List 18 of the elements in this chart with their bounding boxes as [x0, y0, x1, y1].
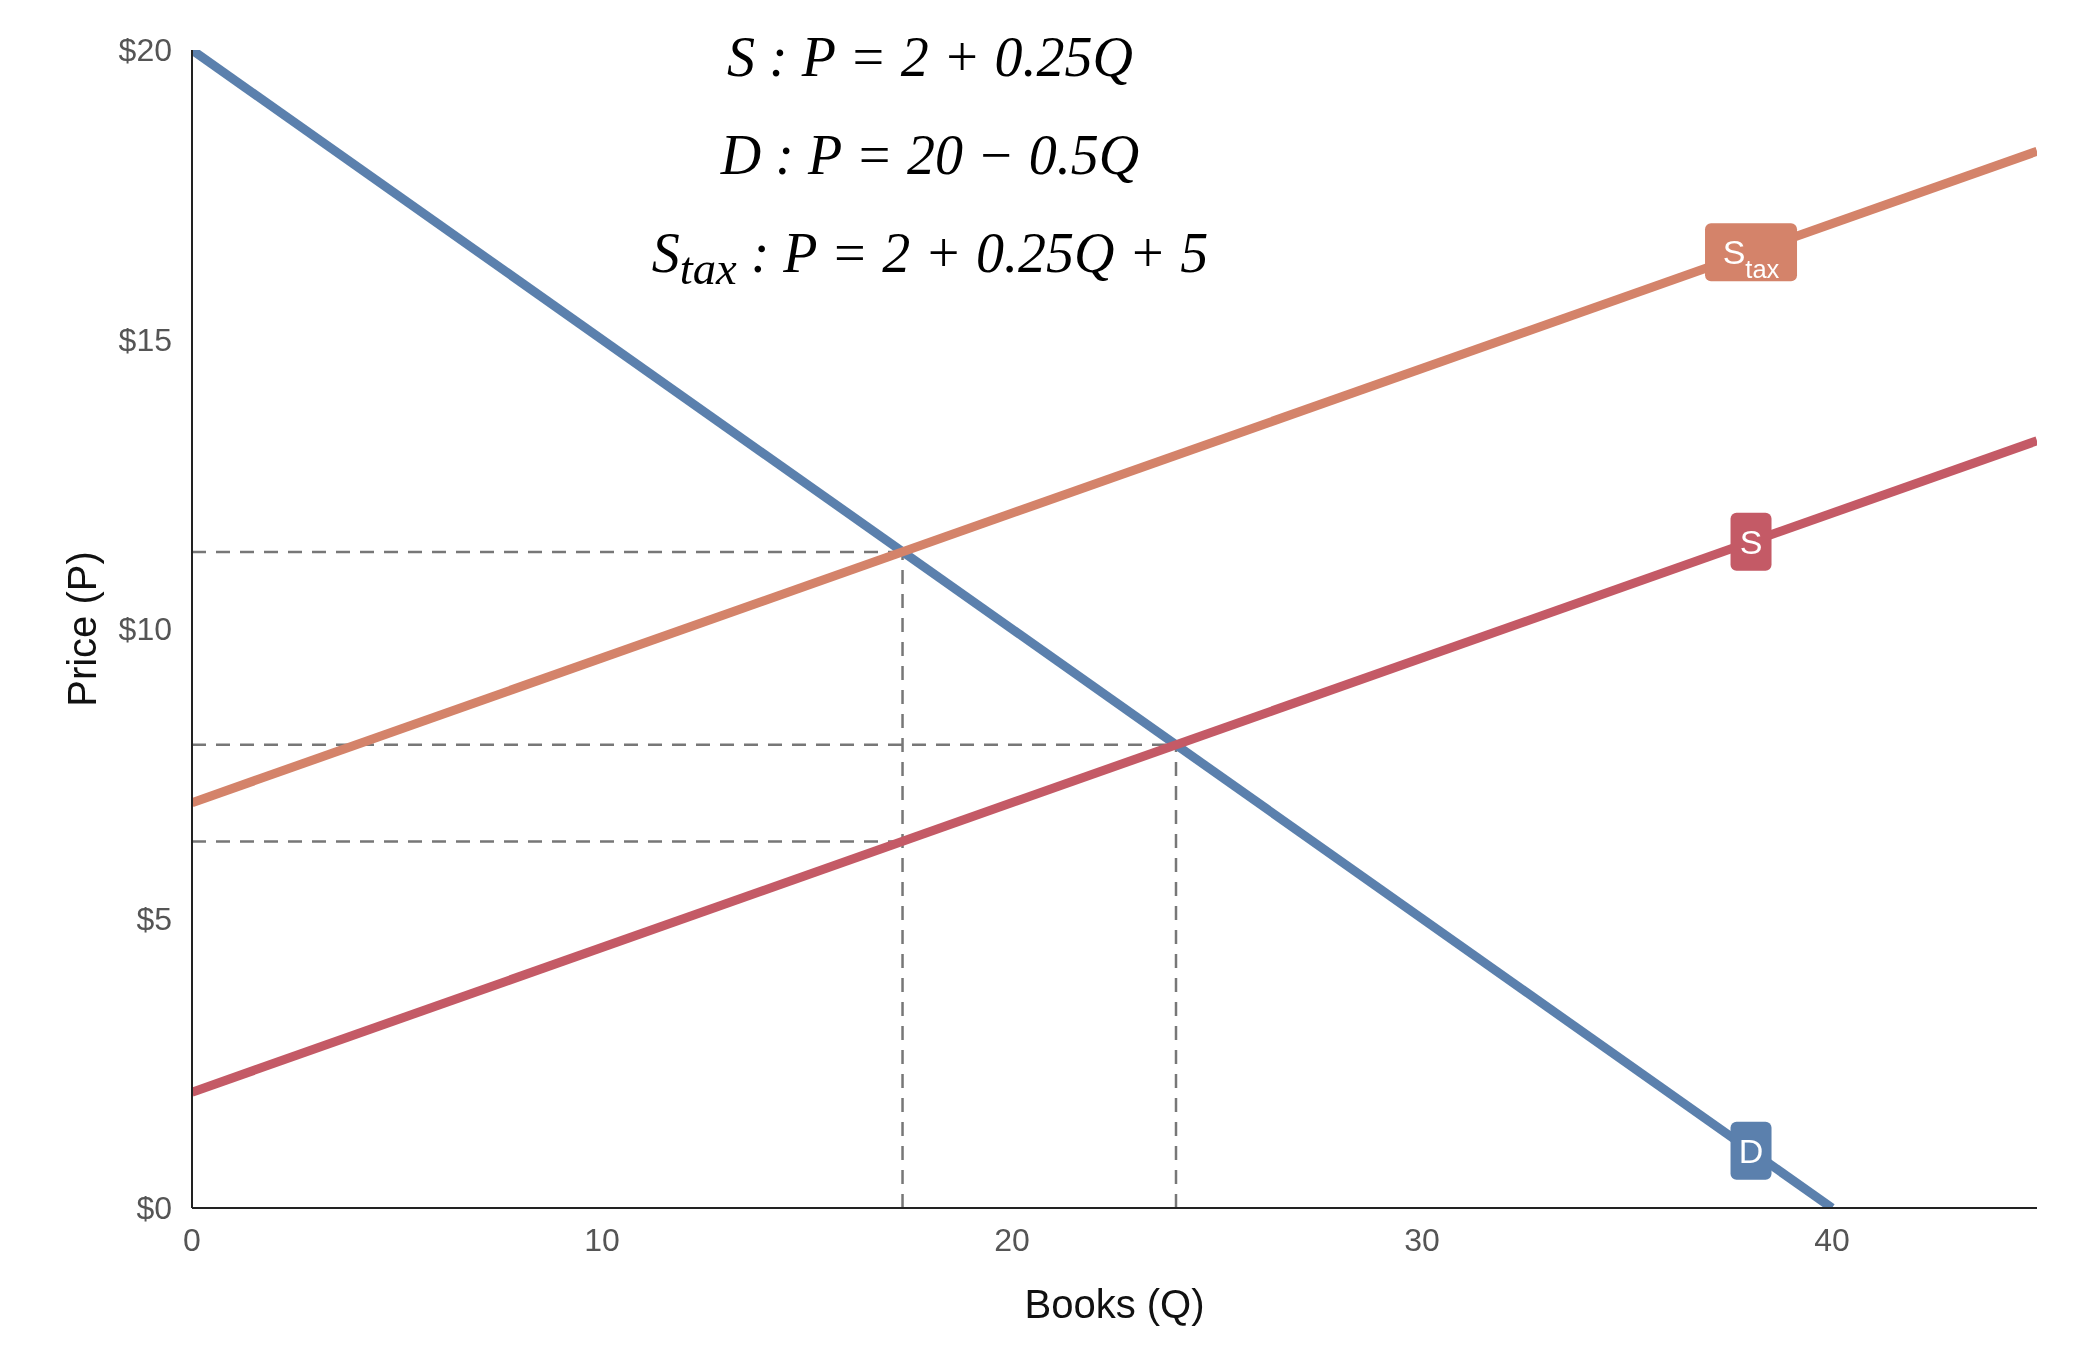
- annotation: D : P = 20 − 0.5Q: [719, 123, 1141, 188]
- x-tick-label: 0: [183, 1221, 201, 1258]
- annotation: S : P = 2 + 0.25Q: [726, 25, 1134, 90]
- y-tick-label: $20: [118, 32, 172, 69]
- x-tick-label: 40: [1814, 1221, 1850, 1258]
- y-axis-title: Price (P): [60, 551, 105, 707]
- y-tick-label: $15: [118, 321, 172, 358]
- annotation: S$_{tax}$ : P = 2 + 0.25Q + 5: [650, 221, 1210, 297]
- x-tick-label: 30: [1404, 1221, 1440, 1258]
- x-tick-label: 10: [584, 1221, 620, 1258]
- y-tick-label: $5: [136, 900, 172, 937]
- series-label: S: [1739, 522, 1763, 561]
- x-tick-label: 20: [994, 1221, 1030, 1258]
- y-tick-label: $0: [136, 1190, 172, 1227]
- x-axis-title: Books (Q): [1024, 1282, 1205, 1326]
- y-tick-label: $10: [118, 611, 172, 648]
- series-label: S$_{tax}$: [1722, 233, 1780, 284]
- series-label: D: [1738, 1131, 1764, 1170]
